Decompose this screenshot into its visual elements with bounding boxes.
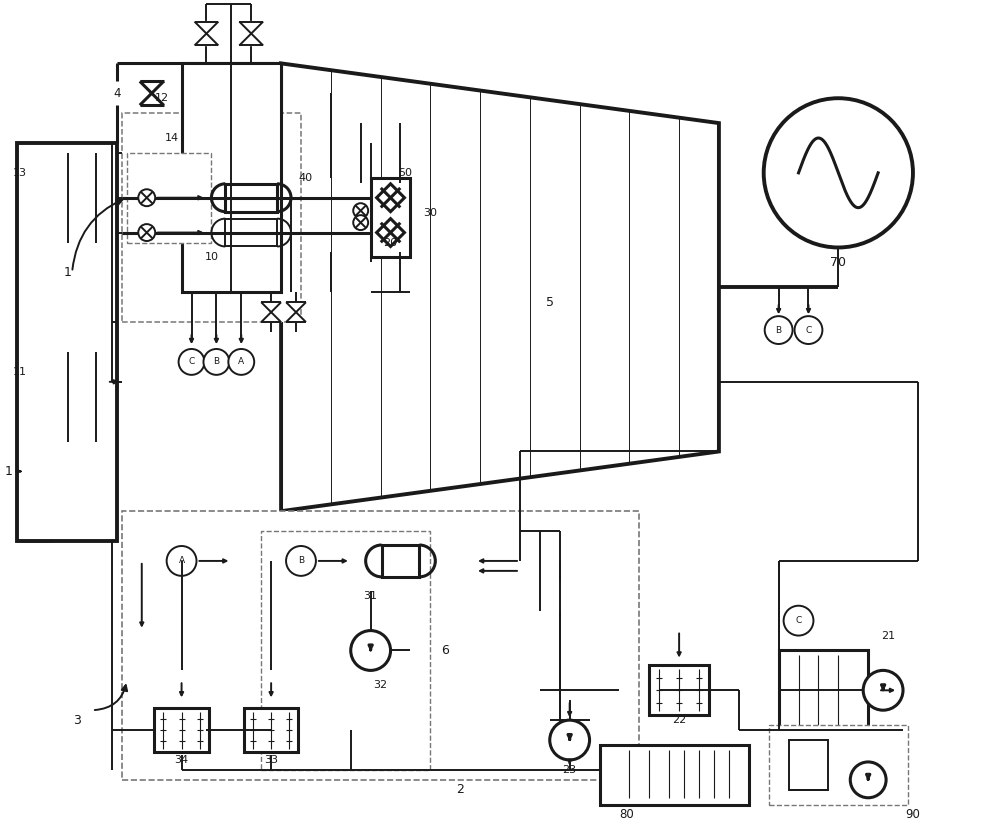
Text: 12: 12: [155, 93, 169, 103]
Polygon shape: [22, 402, 52, 541]
Polygon shape: [239, 21, 263, 45]
Circle shape: [765, 316, 793, 344]
Circle shape: [353, 215, 368, 230]
Circle shape: [351, 630, 391, 671]
Circle shape: [167, 546, 196, 576]
Text: 32: 32: [374, 681, 388, 690]
Bar: [779, 650, 868, 730]
Text: 40: 40: [299, 173, 313, 183]
Text: 30: 30: [423, 207, 437, 217]
Text: 11: 11: [12, 367, 26, 377]
Text: 80: 80: [619, 808, 634, 821]
Text: 90: 90: [906, 808, 920, 821]
Text: C: C: [188, 357, 195, 366]
Circle shape: [179, 349, 204, 374]
Text: 4: 4: [113, 86, 121, 100]
Polygon shape: [261, 302, 281, 322]
Text: 33: 33: [264, 755, 278, 765]
Circle shape: [228, 349, 254, 374]
Bar: [371, 178, 410, 258]
Text: 70: 70: [830, 256, 846, 269]
Text: 3: 3: [73, 714, 81, 727]
Text: 2: 2: [456, 783, 464, 797]
Bar: [244, 708, 298, 752]
Bar: [122, 113, 301, 322]
Bar: [382, 545, 419, 577]
Bar: [154, 708, 209, 752]
Text: B: B: [776, 326, 782, 335]
Text: 1: 1: [4, 465, 12, 478]
Circle shape: [850, 762, 886, 797]
Text: 13: 13: [12, 168, 26, 178]
Text: A: A: [238, 357, 244, 366]
Text: 21: 21: [881, 630, 895, 640]
Bar: [769, 725, 908, 805]
Text: 50: 50: [398, 168, 412, 178]
Text: 31: 31: [364, 591, 378, 601]
Polygon shape: [140, 81, 164, 105]
Text: 6: 6: [441, 644, 449, 657]
Circle shape: [353, 203, 368, 218]
Text: C: C: [805, 326, 812, 335]
Bar: [649, 666, 709, 715]
Text: 1: 1: [63, 266, 71, 279]
Polygon shape: [286, 302, 306, 322]
Text: B: B: [298, 556, 304, 565]
Text: 22: 22: [672, 715, 686, 725]
Bar: [600, 745, 749, 805]
Text: 14: 14: [165, 133, 179, 143]
Polygon shape: [410, 581, 540, 720]
Text: 34: 34: [175, 755, 189, 765]
Text: 23: 23: [563, 765, 577, 775]
Bar: [17, 143, 117, 541]
Circle shape: [138, 189, 155, 207]
Text: 10: 10: [204, 253, 218, 263]
Bar: [261, 531, 430, 770]
Circle shape: [784, 606, 813, 635]
Bar: [789, 740, 828, 790]
Text: 20: 20: [383, 238, 398, 248]
Bar: [182, 63, 281, 292]
Circle shape: [795, 316, 822, 344]
Circle shape: [764, 98, 913, 248]
Text: 5: 5: [546, 295, 554, 309]
Text: B: B: [213, 357, 219, 366]
Polygon shape: [669, 750, 749, 797]
Bar: [225, 219, 277, 246]
Text: C: C: [795, 616, 802, 625]
Circle shape: [286, 546, 316, 576]
Text: A: A: [179, 556, 185, 565]
Bar: [127, 153, 211, 243]
Polygon shape: [377, 219, 404, 246]
Bar: [225, 184, 277, 212]
Circle shape: [550, 720, 590, 760]
Circle shape: [138, 224, 155, 241]
Circle shape: [863, 671, 903, 710]
Polygon shape: [377, 184, 404, 212]
Polygon shape: [24, 441, 50, 541]
Polygon shape: [281, 63, 719, 511]
Circle shape: [203, 349, 229, 374]
Bar: [122, 511, 639, 780]
Polygon shape: [195, 21, 218, 45]
